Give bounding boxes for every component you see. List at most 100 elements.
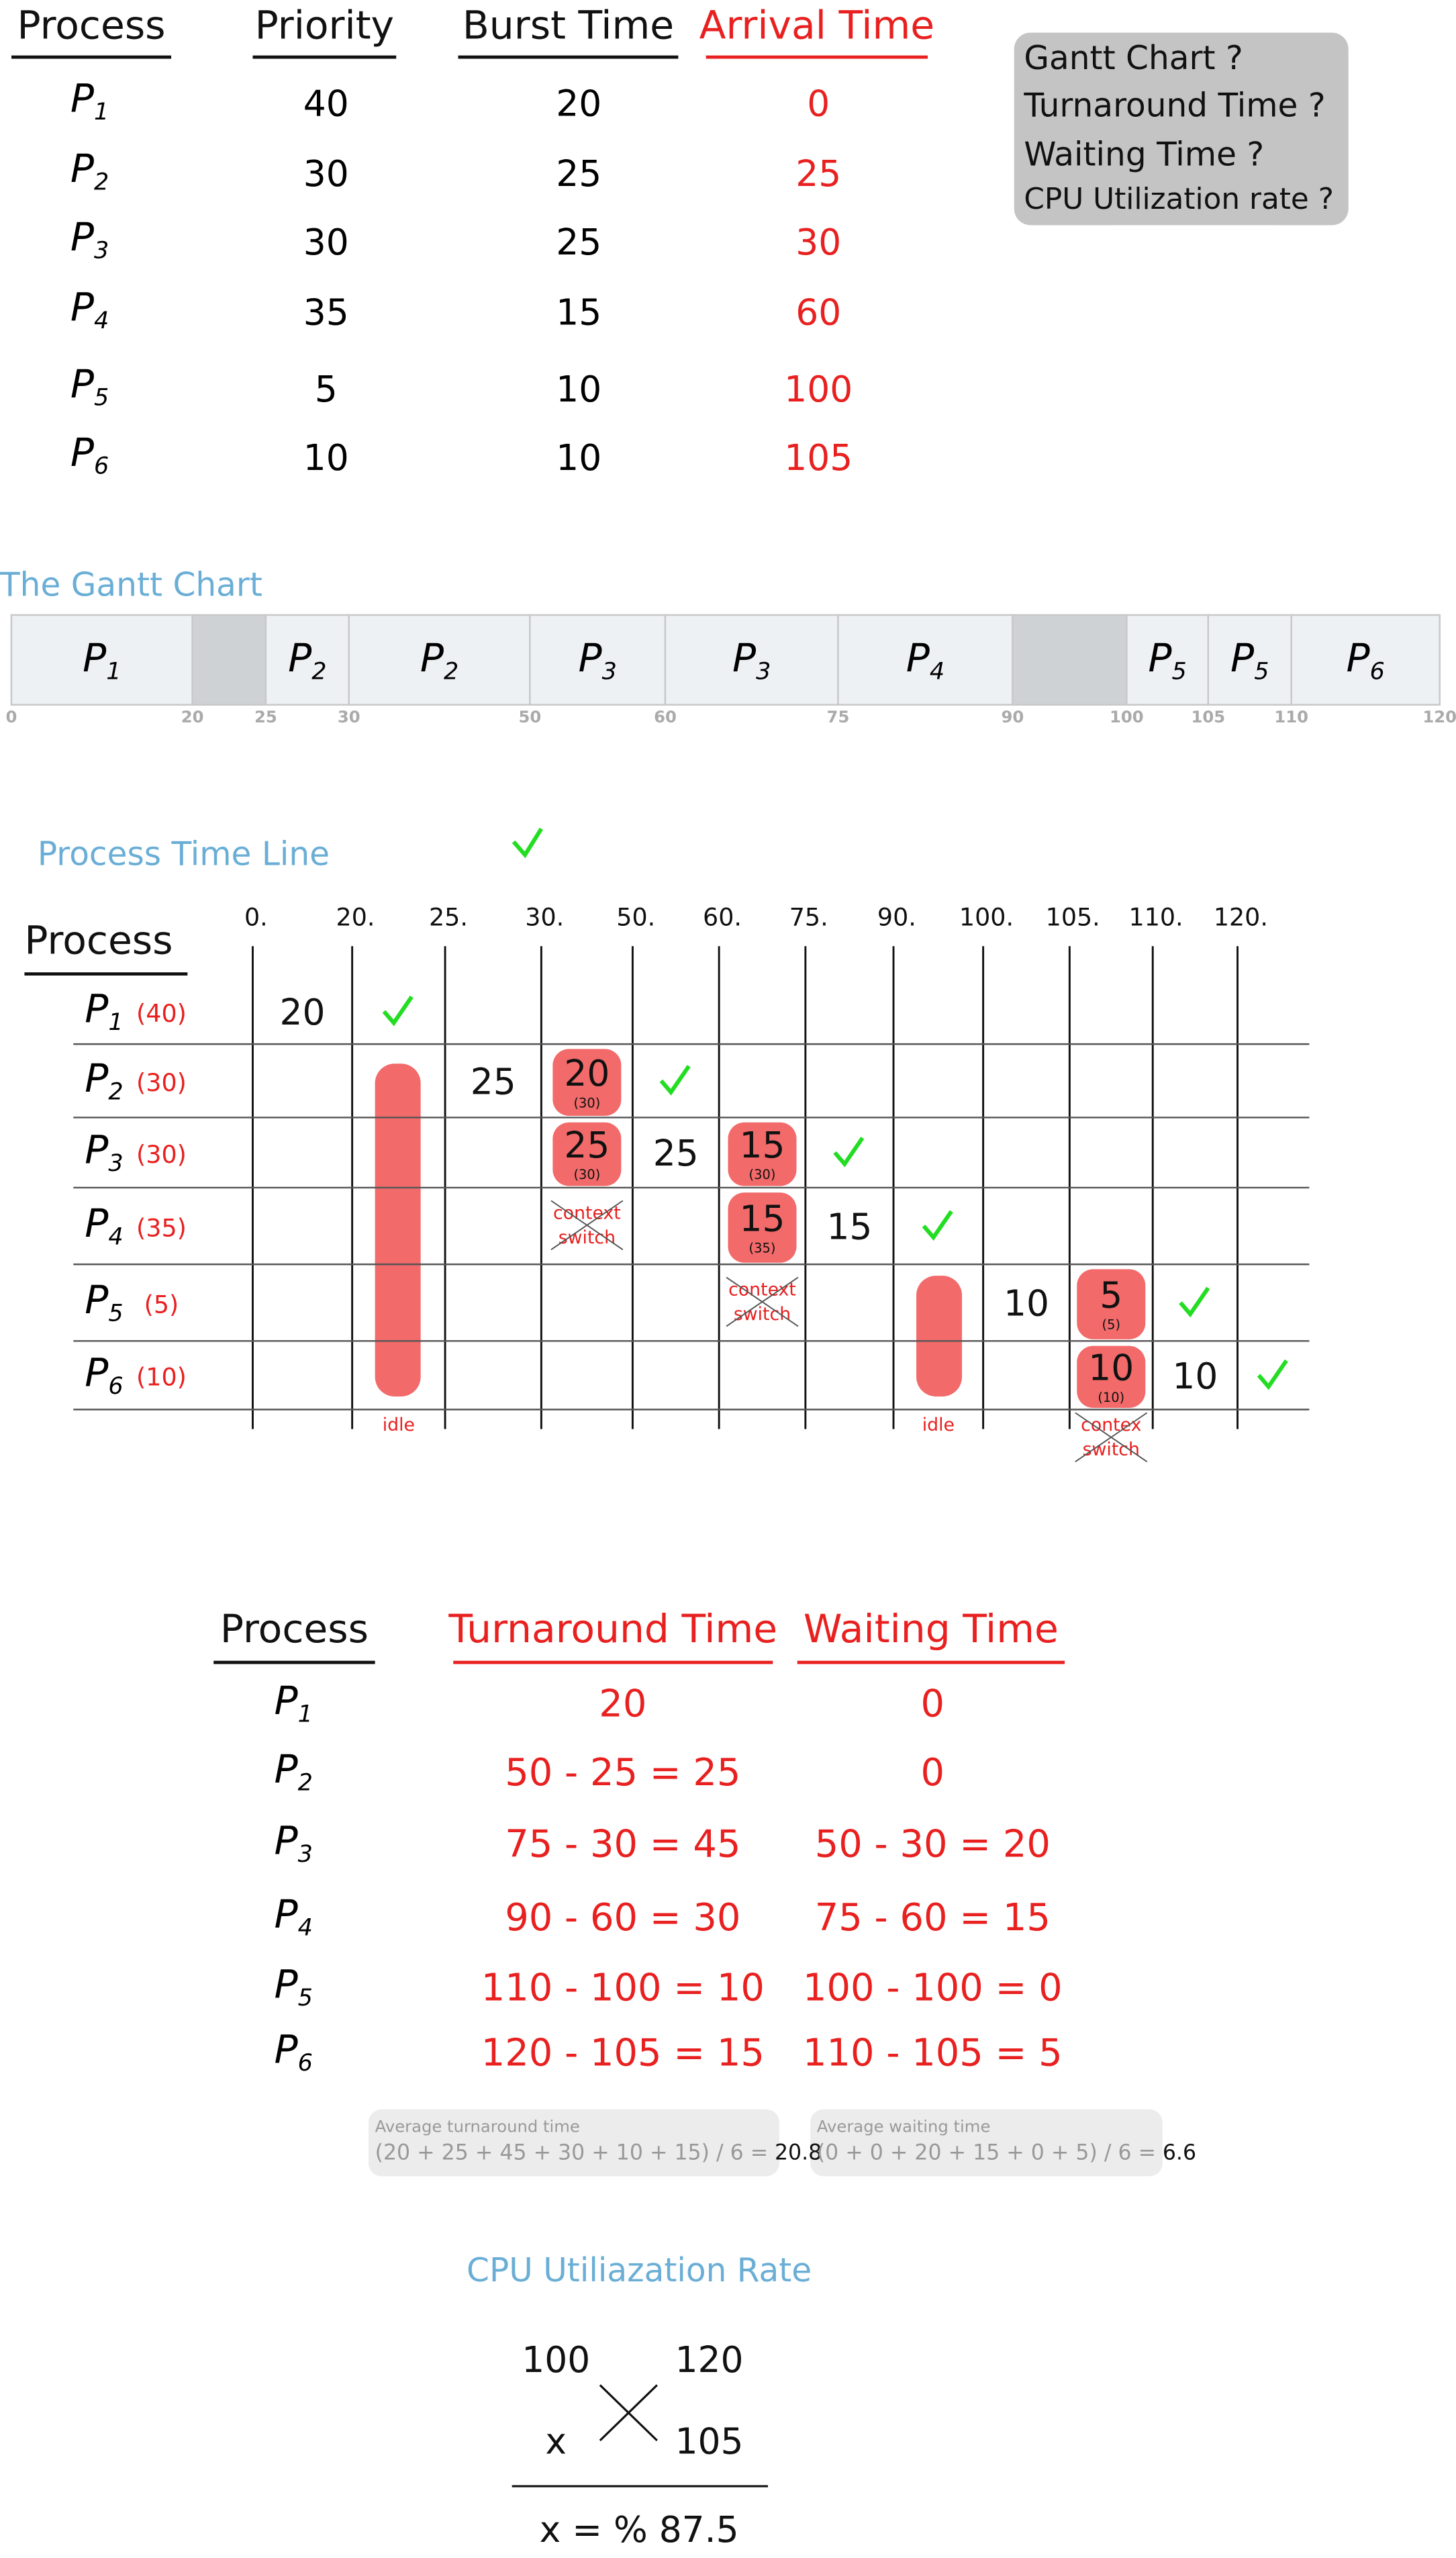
process-name: P (85, 1277, 109, 1323)
waiting: 110 - 105 = 5 (803, 2032, 1063, 2075)
cell-value: 20 (280, 991, 326, 1033)
process-label: P4 (906, 635, 944, 685)
process-name: P (1346, 635, 1370, 681)
burst-time: 25 (556, 221, 601, 263)
process-subscript: 2 (108, 1078, 123, 1105)
burst-time: 20 (556, 83, 601, 125)
formula: (20 + 25 + 45 + 30 + 10 + 15) / 6 = (375, 2140, 769, 2165)
process-label: P4 (70, 285, 109, 334)
process-label: P1 (85, 986, 123, 1036)
arrival-time: 100 (784, 368, 853, 410)
process-name: P (288, 635, 312, 681)
process-label: P6 (1346, 635, 1384, 685)
cell-value: 15 (740, 1124, 785, 1166)
time-label: 105. (1046, 902, 1100, 931)
gantt-idle (1012, 614, 1128, 706)
table-header: Burst Time (463, 2, 674, 48)
cpu-value: 120 (675, 2338, 744, 2381)
arrival-time: 0 (807, 83, 830, 125)
process-label: P6 (275, 2027, 313, 2077)
gantt-tick-label: 75 (827, 707, 850, 726)
turnaround: 20 (599, 1683, 646, 1726)
waiting: 0 (921, 1751, 945, 1795)
process-label: P2 (420, 635, 458, 685)
gantt-tick-label: 110 (1274, 707, 1308, 726)
priority: 30 (303, 152, 349, 195)
process-name: P (85, 1055, 109, 1101)
waiting: 100 - 100 = 0 (803, 1967, 1063, 2010)
gantt-tick-label: 60 (654, 707, 677, 726)
average-label: Average turnaround time (375, 2117, 580, 2136)
row-priority: (35) (136, 1213, 187, 1242)
check-mark (922, 1210, 953, 1241)
note: switch (1083, 1439, 1140, 1460)
process-subscript: 1 (94, 99, 109, 126)
gantt-tick-label: 30 (338, 707, 360, 726)
question: Turnaround Time ? (1023, 87, 1325, 124)
highlight-box (1077, 1345, 1146, 1408)
time-label: 60. (703, 902, 742, 931)
cell-priority: (30) (749, 1167, 776, 1182)
table-header: Process (17, 2, 165, 48)
cross-line (599, 2384, 658, 2442)
table-header: Priority (255, 2, 394, 48)
highlight-box (728, 1192, 797, 1263)
formula: (0 + 0 + 20 + 15 + 0 + 5) / 6 = (817, 2140, 1156, 2165)
average-value: 20.8 (775, 2140, 822, 2165)
check-mark (659, 1065, 691, 1096)
row-priority: (10) (136, 1363, 187, 1392)
process-name: P (85, 1127, 109, 1173)
cell-value: 25 (564, 1124, 610, 1166)
process-name: P (275, 2027, 299, 2073)
process-subscript: 4 (930, 659, 944, 685)
priority: 30 (303, 221, 349, 263)
gantt-tick-label: 90 (1001, 707, 1024, 726)
row-priority: (30) (136, 1068, 187, 1097)
note: idle (922, 1415, 955, 1435)
process-label: P1 (83, 635, 121, 685)
process-name: P (70, 361, 95, 407)
process-name: P (275, 1818, 299, 1864)
process-subscript: 5 (298, 1985, 313, 2011)
process-label: P5 (275, 1962, 313, 2011)
process-name: P (275, 1746, 299, 1792)
time-label: 25. (429, 902, 468, 931)
row-priority: (5) (144, 1290, 179, 1319)
time-label: 110. (1129, 902, 1183, 931)
priority: 5 (315, 368, 338, 410)
gantt-tick-label: 25 (254, 707, 277, 726)
arrival-time: 60 (795, 291, 841, 334)
idle-bar (916, 1276, 963, 1396)
gantt-tick-label: 0 (6, 707, 17, 726)
row-priority: (40) (136, 999, 187, 1028)
idle-bar (375, 1063, 421, 1396)
process-subscript: 6 (94, 453, 109, 479)
cpu-result: x = % 87.5 (540, 2508, 739, 2551)
check-mark (382, 995, 414, 1027)
gantt-segment (1207, 614, 1292, 706)
process-subscript: 2 (298, 1769, 313, 1796)
burst-time: 10 (556, 368, 601, 410)
process-name: P (275, 1962, 299, 2007)
process-subscript: 6 (108, 1373, 123, 1400)
average-box (368, 2109, 780, 2177)
process-subscript: 5 (94, 384, 109, 411)
process-name: P (83, 635, 107, 681)
note: contex (1081, 1415, 1141, 1435)
process-name: P (732, 635, 757, 681)
check-mark (512, 827, 543, 859)
time-label: 100. (959, 902, 1014, 931)
priority: 40 (303, 83, 349, 125)
process-label: P6 (70, 430, 109, 479)
process-label: P3 (85, 1127, 123, 1177)
process-subscript: 1 (106, 659, 121, 685)
note: context (728, 1280, 796, 1300)
cell-priority: (30) (573, 1095, 600, 1110)
highlight-box (1077, 1269, 1146, 1339)
time-label: 20. (336, 902, 375, 931)
waiting: 75 - 60 = 15 (815, 1896, 1051, 1940)
process-subscript: 4 (108, 1224, 123, 1251)
highlight-box (552, 1049, 622, 1117)
arrival-time: 25 (795, 152, 841, 195)
process-subscript: 3 (298, 1841, 313, 1868)
